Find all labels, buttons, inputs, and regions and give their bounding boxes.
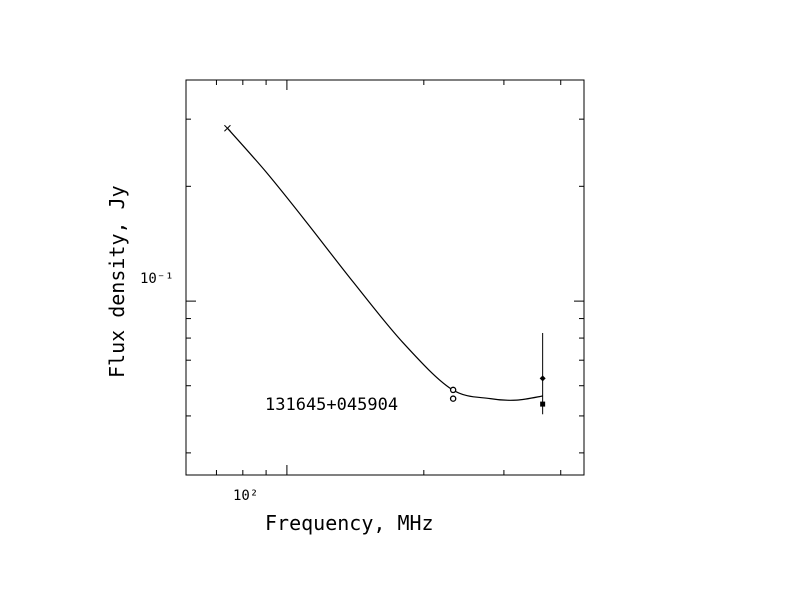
y-tick-label-0.1: 10⁻¹ — [140, 271, 174, 287]
data-point-diamond — [539, 375, 546, 382]
source-annotation: 131645+045904 — [265, 395, 398, 415]
data-point-circle — [449, 395, 457, 402]
plot-frame — [185, 79, 585, 476]
x-axis-title: Frequency, MHz — [265, 511, 434, 535]
x-tick-label-100: 10² — [233, 488, 258, 504]
fit-curve-group — [226, 127, 543, 401]
axes — [185, 79, 585, 476]
cross-stroke — [224, 124, 231, 132]
data-point-cross — [224, 124, 231, 132]
fit-curve — [226, 127, 543, 401]
data-point-circle — [449, 386, 457, 394]
y-axis-title: Flux density, Jy — [105, 185, 129, 378]
data-points — [224, 124, 546, 415]
data-point-square — [540, 401, 546, 407]
